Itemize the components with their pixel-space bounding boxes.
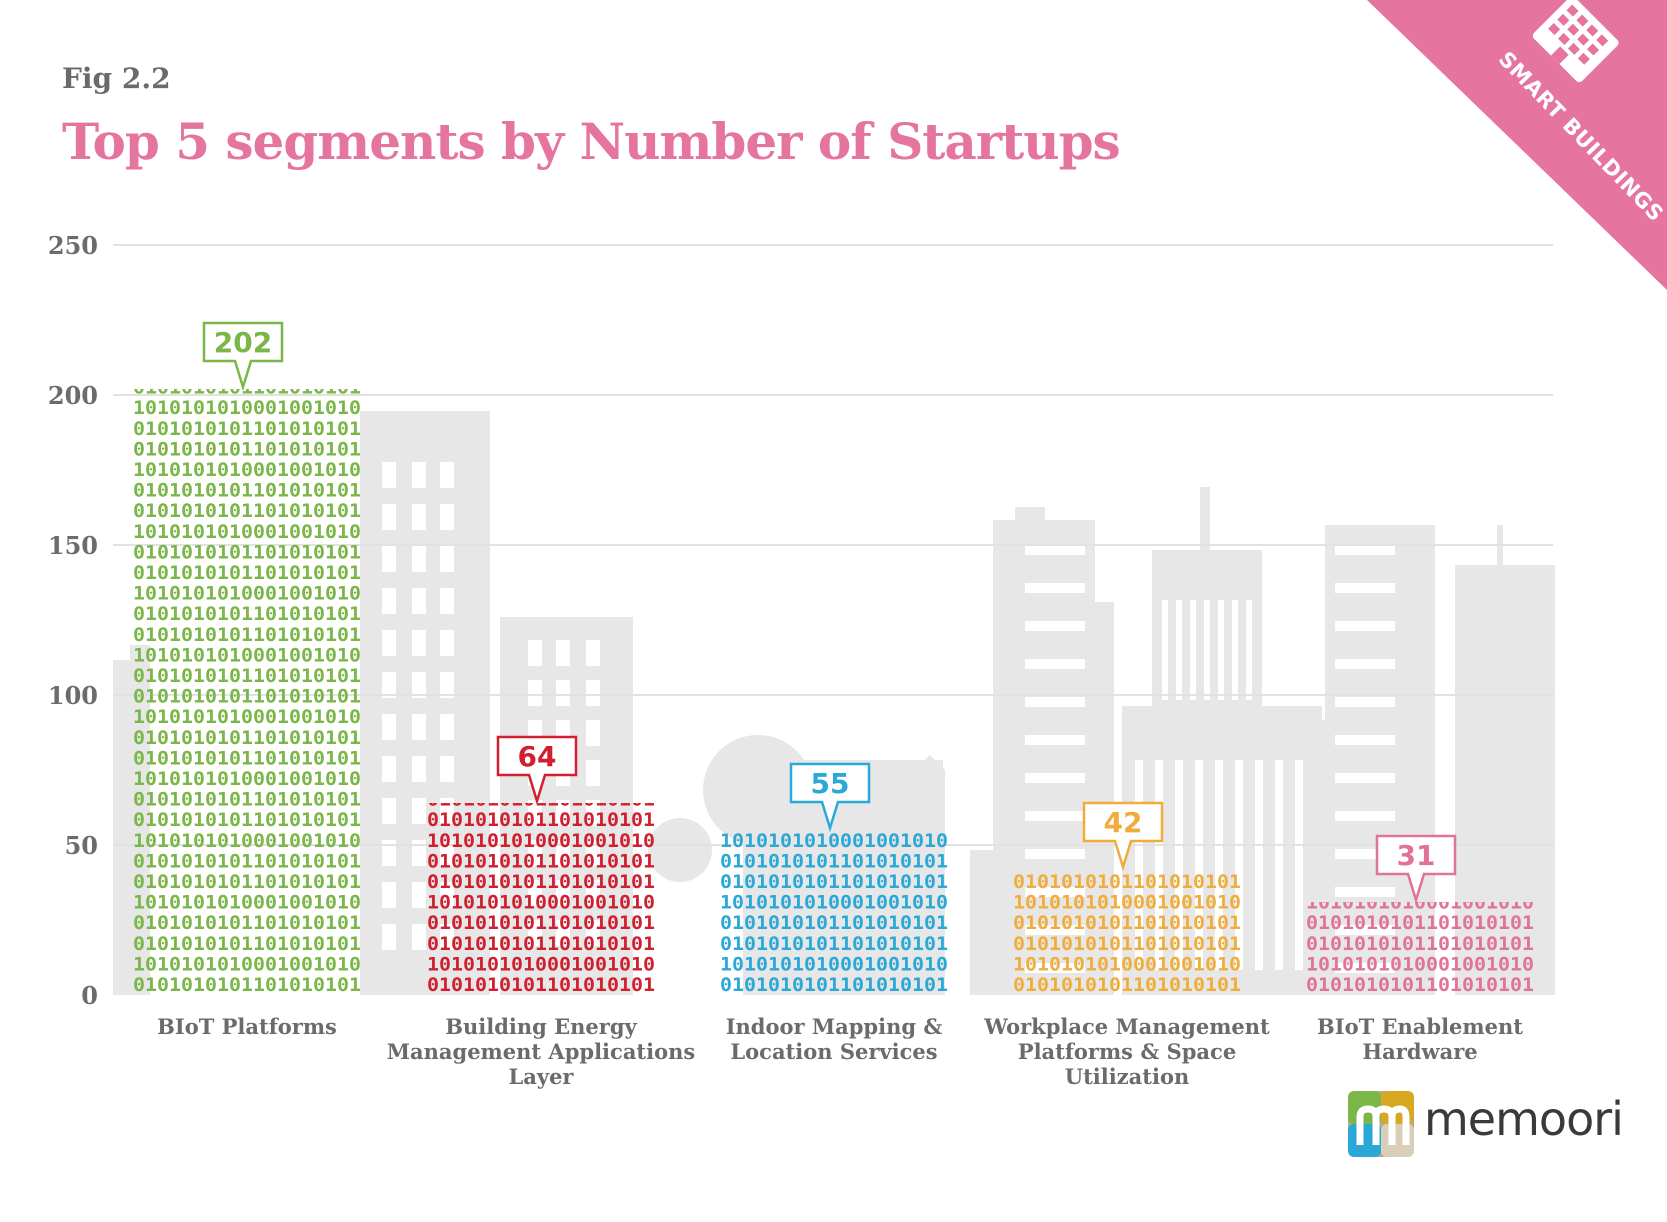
memoori-logo-icon	[1348, 1091, 1414, 1157]
svg-text:0101010101101010101: 0101010101101010101	[133, 562, 361, 584]
svg-text:0101010101101010101: 0101010101101010101	[1013, 912, 1241, 934]
x-tick-label: BIoT Enablement Hardware	[1317, 1014, 1523, 1064]
svg-text:0101010101101010101: 0101010101101010101	[427, 974, 655, 996]
bar: 0101010101101010101101010101000100101001…	[427, 789, 655, 996]
svg-text:1010101010001001010: 1010101010001001010	[427, 830, 655, 852]
y-tick-label: 0	[81, 981, 98, 1010]
data-label: 42	[1104, 806, 1143, 839]
svg-text:1010101010001001010: 1010101010001001010	[133, 830, 361, 852]
svg-text:1010101010001001010: 1010101010001001010	[133, 706, 361, 728]
svg-text:0101010101101010101: 0101010101101010101	[427, 933, 655, 955]
figure-label: Fig 2.2	[62, 62, 171, 95]
svg-text:0101010101101010101: 0101010101101010101	[133, 809, 361, 831]
svg-text:0101010101101010101: 0101010101101010101	[133, 377, 361, 399]
svg-text:1010101010001001010: 1010101010001001010	[133, 521, 361, 543]
svg-text:1010101010001001010: 1010101010001001010	[133, 397, 361, 419]
svg-text:1010101010001001010: 1010101010001001010	[133, 768, 361, 790]
smart-buildings-ribbon	[1367, 0, 1667, 290]
svg-text:0101010101101010101: 0101010101101010101	[720, 974, 948, 996]
svg-text:1010101010001001010: 1010101010001001010	[1013, 953, 1241, 975]
chart-gridlines	[113, 244, 1553, 846]
svg-text:0101010101101010101: 0101010101101010101	[133, 871, 361, 893]
value-callouts: 202 64 55 42 31	[202, 321, 1457, 905]
svg-text:1010101010001001010: 1010101010001001010	[133, 583, 361, 605]
value-callout: 42	[1082, 801, 1164, 872]
data-label: 202	[214, 326, 272, 359]
svg-text:0101010101101010101: 0101010101101010101	[133, 541, 361, 563]
svg-text:0101010101101010101: 0101010101101010101	[133, 624, 361, 646]
svg-text:0101010101101010101: 0101010101101010101	[427, 809, 655, 831]
value-callout: 55	[789, 762, 871, 833]
svg-text:0101010101101010101: 0101010101101010101	[1013, 933, 1241, 955]
svg-text:0101010101101010101: 0101010101101010101	[720, 850, 948, 872]
ribbon-background	[1367, 0, 1667, 290]
svg-text:0101010101101010101: 0101010101101010101	[133, 747, 361, 769]
svg-text:1010101010001001010: 1010101010001001010	[427, 953, 655, 975]
svg-text:0101010101101010101: 0101010101101010101	[720, 871, 948, 893]
value-callout: 64	[496, 735, 578, 806]
bar: 0101010101101010101101010101000100101001…	[133, 377, 361, 996]
value-callout: 202	[202, 321, 284, 392]
bar: 0101010101101010101101010101000100101001…	[720, 830, 948, 996]
svg-text:0101010101101010101: 0101010101101010101	[133, 727, 361, 749]
bar: 0101010101101010101101010101000100101001…	[1306, 892, 1534, 996]
y-tick-label: 200	[48, 381, 98, 410]
svg-text:0101010101101010101: 0101010101101010101	[133, 974, 361, 996]
y-tick-label: 250	[48, 231, 98, 260]
x-axis: BIoT Platforms Building Energy Management …	[157, 1014, 1523, 1089]
svg-text:0101010101101010101: 0101010101101010101	[1013, 974, 1241, 996]
svg-text:0101010101101010101: 0101010101101010101	[720, 912, 948, 934]
y-tick-label: 150	[48, 531, 98, 560]
svg-text:0101010101101010101: 0101010101101010101	[427, 871, 655, 893]
svg-text:0101010101101010101: 0101010101101010101	[1306, 912, 1534, 934]
svg-text:0101010101101010101: 0101010101101010101	[133, 480, 361, 502]
svg-text:0101010101101010101: 0101010101101010101	[133, 933, 361, 955]
svg-text:1010101010001001010: 1010101010001001010	[1013, 892, 1241, 914]
svg-text:0101010101101010101: 0101010101101010101	[133, 665, 361, 687]
svg-text:0101010101101010101: 0101010101101010101	[133, 438, 361, 460]
svg-text:0101010101101010101: 0101010101101010101	[133, 789, 361, 811]
svg-text:1010101010001001010: 1010101010001001010	[427, 892, 655, 914]
svg-text:0101010101101010101: 0101010101101010101	[133, 912, 361, 934]
y-tick-label: 50	[65, 831, 98, 860]
y-axis: 0 50 100 150 200 250	[48, 231, 98, 1010]
svg-text:1010101010001001010: 1010101010001001010	[133, 644, 361, 666]
bar: 0101010101101010101101010101000100101001…	[1013, 871, 1241, 996]
svg-text:1010101010001001010: 1010101010001001010	[133, 892, 361, 914]
chart-title: Top 5 segments by Number of Startups	[62, 112, 1121, 171]
data-label: 55	[811, 767, 850, 800]
svg-text:0101010101101010101: 0101010101101010101	[427, 912, 655, 934]
y-tick-label: 100	[48, 681, 98, 710]
svg-text:0101010101101010101: 0101010101101010101	[133, 418, 361, 440]
svg-text:1010101010001001010: 1010101010001001010	[720, 830, 948, 852]
svg-text:0101010101101010101: 0101010101101010101	[720, 933, 948, 955]
chart-bars: 0101010101101010101101010101000100101001…	[133, 377, 1534, 996]
x-tick-label: BIoT Platforms	[157, 1014, 337, 1039]
svg-text:1010101010001001010: 1010101010001001010	[720, 953, 948, 975]
svg-text:1010101010001001010: 1010101010001001010	[1306, 892, 1534, 914]
svg-text:1010101010001001010: 1010101010001001010	[1306, 953, 1534, 975]
svg-text:0101010101101010101: 0101010101101010101	[427, 850, 655, 872]
data-label: 31	[1397, 839, 1436, 872]
svg-text:1010101010001001010: 1010101010001001010	[720, 892, 948, 914]
svg-text:0101010101101010101: 0101010101101010101	[133, 686, 361, 708]
svg-text:0101010101101010101: 0101010101101010101	[133, 500, 361, 522]
city-skyline-background	[113, 411, 1555, 995]
svg-text:0101010101101010101: 0101010101101010101	[427, 789, 655, 811]
svg-text:0101010101101010101: 0101010101101010101	[1306, 974, 1534, 996]
svg-text:0101010101101010101: 0101010101101010101	[133, 603, 361, 625]
x-tick-label: Building Energy Management Applications La…	[387, 1014, 695, 1089]
building-grid-icon	[1532, 0, 1619, 83]
svg-text:1010101010001001010: 1010101010001001010	[133, 459, 361, 481]
svg-text:1010101010001001010: 1010101010001001010	[133, 953, 361, 975]
svg-text:0101010101101010101: 0101010101101010101	[1013, 871, 1241, 893]
x-tick-label: Indoor Mapping & Location Services	[726, 1014, 943, 1064]
memoori-wordmark: memoori	[1424, 1092, 1624, 1146]
data-label: 64	[518, 740, 557, 773]
value-callout: 31	[1375, 834, 1457, 905]
svg-text:0101010101101010101: 0101010101101010101	[1306, 933, 1534, 955]
x-tick-label: Workplace Management Platforms & Space Uti…	[983, 1014, 1270, 1089]
svg-text:0101010101101010101: 0101010101101010101	[133, 850, 361, 872]
